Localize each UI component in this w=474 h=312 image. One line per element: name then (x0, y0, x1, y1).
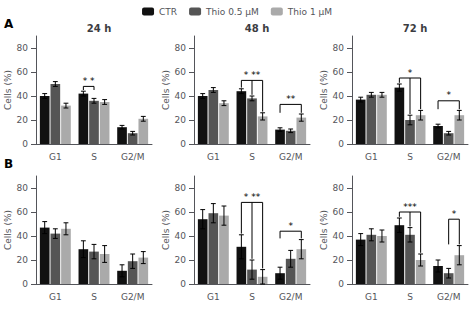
svg-text:G2/M: G2/M (121, 152, 145, 162)
svg-text:Cells (%): Cells (%) (3, 70, 13, 110)
svg-text:Cells (%): Cells (%) (319, 210, 329, 250)
svg-text:CTR: CTR (159, 7, 177, 17)
svg-text:40: 40 (333, 231, 345, 241)
svg-text:0: 0 (338, 279, 344, 289)
svg-text:80: 80 (175, 183, 187, 193)
svg-text:20: 20 (333, 255, 345, 265)
svg-text:G1: G1 (207, 292, 220, 302)
svg-text:S: S (91, 152, 97, 162)
svg-text:S: S (249, 292, 255, 302)
svg-text:80: 80 (333, 43, 345, 53)
svg-text:40: 40 (175, 91, 187, 101)
svg-text:* **: * ** (244, 70, 261, 80)
svg-text:60: 60 (17, 67, 29, 77)
svg-text:20: 20 (175, 115, 187, 125)
svg-text:G1: G1 (49, 152, 62, 162)
svg-text:S: S (407, 152, 413, 162)
svg-text:S: S (249, 152, 255, 162)
svg-text:20: 20 (333, 115, 345, 125)
svg-text:S: S (407, 292, 413, 302)
svg-text:*: * (288, 221, 293, 231)
svg-text:20: 20 (175, 255, 187, 265)
svg-text:B: B (4, 157, 13, 171)
svg-text:40: 40 (175, 231, 187, 241)
svg-text:60: 60 (175, 67, 187, 77)
svg-text:* *: * * (83, 76, 95, 86)
svg-text:Cells (%): Cells (%) (161, 70, 171, 110)
svg-text:Thio 0.5 μM: Thio 0.5 μM (205, 7, 259, 17)
svg-text:G2/M: G2/M (279, 292, 303, 302)
svg-text:* **: * ** (244, 192, 261, 202)
svg-text:S: S (91, 292, 97, 302)
svg-text:60: 60 (333, 207, 345, 217)
svg-text:Cells (%): Cells (%) (3, 210, 13, 250)
svg-text:80: 80 (175, 43, 187, 53)
svg-text:A: A (4, 17, 14, 31)
svg-text:60: 60 (175, 207, 187, 217)
svg-text:***: *** (403, 202, 417, 212)
svg-text:60: 60 (17, 207, 29, 217)
svg-text:G2/M: G2/M (437, 292, 461, 302)
svg-text:72 h: 72 h (403, 23, 428, 34)
svg-text:60: 60 (333, 67, 345, 77)
svg-text:40: 40 (17, 231, 29, 241)
svg-text:G2/M: G2/M (279, 152, 303, 162)
svg-text:40: 40 (17, 91, 29, 101)
svg-text:G1: G1 (365, 292, 378, 302)
svg-text:*: * (408, 68, 413, 78)
svg-text:40: 40 (333, 91, 345, 101)
svg-text:G1: G1 (365, 152, 378, 162)
svg-text:Cells (%): Cells (%) (161, 210, 171, 250)
svg-text:G2/M: G2/M (437, 152, 461, 162)
svg-text:**: ** (286, 94, 296, 104)
svg-text:*: * (446, 90, 451, 100)
svg-text:0: 0 (338, 139, 344, 149)
svg-text:48 h: 48 h (245, 23, 270, 34)
svg-text:0: 0 (22, 139, 28, 149)
svg-text:*: * (452, 209, 457, 219)
svg-text:20: 20 (17, 115, 29, 125)
svg-text:Thio 1 μM: Thio 1 μM (287, 7, 332, 17)
svg-text:20: 20 (17, 255, 29, 265)
svg-text:80: 80 (17, 183, 29, 193)
svg-text:G1: G1 (207, 152, 220, 162)
svg-text:80: 80 (17, 43, 29, 53)
svg-text:80: 80 (333, 183, 345, 193)
svg-text:0: 0 (180, 139, 186, 149)
svg-text:Cells (%): Cells (%) (319, 70, 329, 110)
svg-text:0: 0 (22, 279, 28, 289)
svg-text:0: 0 (180, 279, 186, 289)
svg-text:G1: G1 (49, 292, 62, 302)
svg-text:G2/M: G2/M (121, 292, 145, 302)
svg-text:24 h: 24 h (87, 23, 112, 34)
